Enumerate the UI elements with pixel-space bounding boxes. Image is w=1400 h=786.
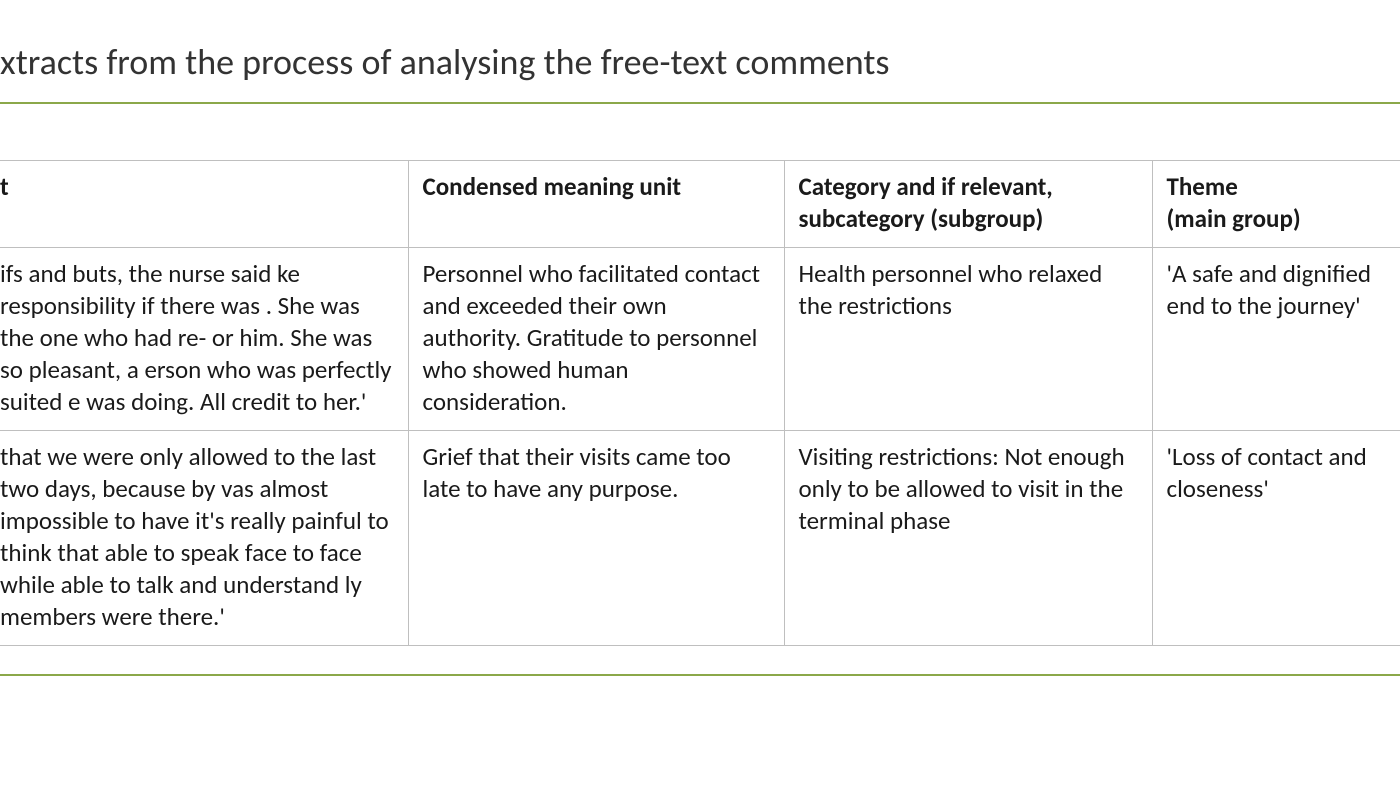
top-divider <box>0 102 1400 104</box>
col-header-condensed: Condensed meaning unit <box>408 161 784 248</box>
page-title: xtracts from the process of analysing th… <box>0 40 1400 84</box>
analysis-table: t Condensed meaning unit Category and if… <box>0 160 1400 646</box>
table-header-row: t Condensed meaning unit Category and if… <box>0 161 1400 248</box>
table-row: ifs and buts, the nurse said ke responsi… <box>0 248 1400 431</box>
table-row: that we were only allowed to the last tw… <box>0 431 1400 646</box>
cell-theme: 'Loss of contact and closeness' <box>1152 431 1400 646</box>
col-header-theme: Theme(main group) <box>1152 161 1400 248</box>
cell-meaning-unit: that we were only allowed to the last tw… <box>0 431 408 646</box>
cell-meaning-unit: ifs and buts, the nurse said ke responsi… <box>0 248 408 431</box>
cell-condensed: Personnel who facilitated contact and ex… <box>408 248 784 431</box>
col-header-meaning-unit: t <box>0 161 408 248</box>
cell-theme: 'A safe and dignified end to the journey… <box>1152 248 1400 431</box>
cell-category: Visiting restrictions: Not enough only t… <box>784 431 1152 646</box>
cell-condensed: Grief that their visits came too late to… <box>408 431 784 646</box>
cell-category: Health personnel who relaxed the restric… <box>784 248 1152 431</box>
bottom-divider <box>0 674 1400 676</box>
page-container: xtracts from the process of analysing th… <box>0 0 1400 676</box>
col-header-category: Category and if relevant, subcategory (s… <box>784 161 1152 248</box>
